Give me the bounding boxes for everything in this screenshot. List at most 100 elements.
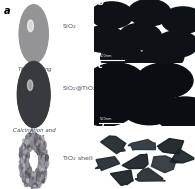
Circle shape [23,12,45,55]
Circle shape [44,149,47,155]
Circle shape [43,144,45,148]
Circle shape [41,137,44,142]
Circle shape [28,20,41,45]
Circle shape [37,148,40,153]
Circle shape [17,61,50,128]
Circle shape [40,144,41,146]
Circle shape [40,145,41,148]
Circle shape [44,144,45,148]
Circle shape [23,71,45,116]
Circle shape [39,150,41,154]
Polygon shape [128,139,155,150]
Circle shape [30,137,32,141]
Circle shape [39,162,41,166]
Circle shape [29,170,30,172]
Circle shape [23,70,46,117]
Circle shape [28,20,41,46]
Circle shape [27,78,42,107]
Circle shape [42,144,45,150]
Circle shape [42,161,44,166]
Circle shape [27,153,29,157]
Circle shape [42,156,43,157]
Circle shape [23,153,25,156]
Circle shape [35,182,38,188]
Circle shape [23,168,26,172]
Circle shape [27,151,29,156]
Polygon shape [101,136,126,154]
Text: a: a [4,6,10,16]
Circle shape [39,166,41,170]
Circle shape [43,166,45,168]
Polygon shape [95,157,120,170]
Circle shape [33,135,35,139]
Circle shape [40,161,41,163]
Circle shape [41,139,42,142]
Circle shape [20,7,47,61]
Circle shape [42,167,43,171]
Circle shape [31,25,38,40]
Circle shape [23,11,45,56]
Circle shape [28,167,31,173]
Circle shape [35,139,38,144]
Circle shape [35,182,37,186]
Circle shape [36,169,38,173]
Circle shape [29,172,31,177]
Polygon shape [170,149,194,163]
Circle shape [41,172,42,173]
Circle shape [25,166,26,169]
Circle shape [38,143,39,145]
Circle shape [39,174,41,177]
Circle shape [43,175,45,179]
Circle shape [39,156,41,161]
Circle shape [26,148,28,152]
Circle shape [23,156,25,160]
Circle shape [23,156,25,159]
Circle shape [32,85,38,98]
Circle shape [37,135,40,141]
Circle shape [43,151,45,156]
Text: d: d [98,124,104,133]
Circle shape [35,140,36,143]
Circle shape [25,153,26,156]
Circle shape [32,26,37,38]
Circle shape [32,172,34,176]
Circle shape [43,146,44,148]
Circle shape [32,185,33,186]
Circle shape [35,182,37,187]
Circle shape [25,167,27,172]
Circle shape [30,24,39,41]
Circle shape [33,87,37,96]
Circle shape [35,142,38,148]
Circle shape [27,172,29,175]
Circle shape [38,172,40,175]
Circle shape [35,186,37,189]
Circle shape [35,183,37,188]
Circle shape [36,135,39,139]
Circle shape [42,157,43,160]
Circle shape [36,138,39,143]
Circle shape [44,159,46,163]
Circle shape [25,180,27,184]
Circle shape [24,161,25,163]
Circle shape [32,177,33,180]
Circle shape [43,161,45,165]
Circle shape [25,151,26,154]
Circle shape [18,63,49,125]
Circle shape [38,172,39,174]
Circle shape [31,172,34,178]
Circle shape [33,177,34,179]
Circle shape [34,174,36,177]
Circle shape [36,177,39,182]
Circle shape [26,155,27,157]
Circle shape [27,140,29,144]
Circle shape [33,88,37,96]
Circle shape [27,134,29,137]
Circle shape [41,155,44,161]
Circle shape [21,9,46,59]
Circle shape [33,174,34,175]
Circle shape [42,141,44,146]
Circle shape [38,140,40,143]
Circle shape [43,171,46,176]
Circle shape [34,177,37,182]
Circle shape [23,149,25,153]
